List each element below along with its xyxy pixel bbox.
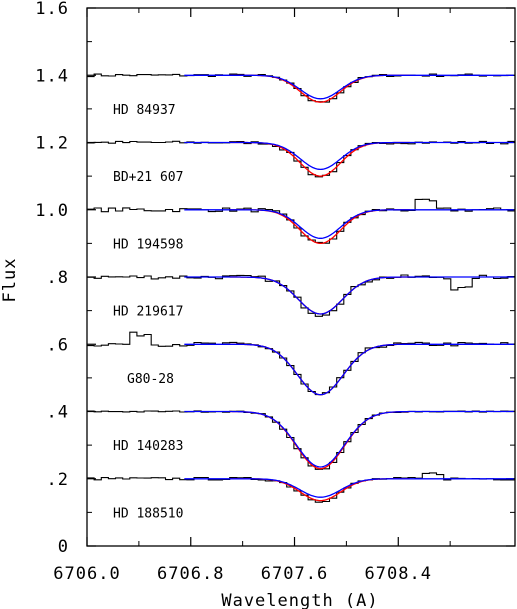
spectra-layer bbox=[87, 73, 515, 503]
fit-red bbox=[229, 141, 410, 177]
x-tick-label: 6708.4 bbox=[365, 564, 432, 584]
observed-spectrum bbox=[87, 198, 515, 244]
fit-blue bbox=[184, 410, 514, 468]
spectrum-hd-140283 bbox=[87, 410, 515, 470]
star-label: HD 140283 bbox=[113, 439, 183, 454]
star-label: HD 84937 bbox=[113, 103, 176, 118]
y-tick-label: 1.0 bbox=[35, 201, 69, 221]
fit-blue bbox=[184, 478, 514, 498]
star-label: BD+21 607 bbox=[113, 170, 183, 185]
fit-red bbox=[229, 276, 410, 315]
y-tick-label: 1.2 bbox=[35, 134, 69, 154]
fit-blue bbox=[184, 141, 514, 171]
spectrum-hd-84937 bbox=[87, 73, 515, 103]
x-tick-label: 6706.8 bbox=[157, 564, 224, 584]
fit-blue bbox=[184, 276, 514, 315]
star-labels: HD 84937 BD+21 607 HD 194598 HD 219617 G80-2… bbox=[113, 103, 183, 522]
x-tick-label: 6706.0 bbox=[53, 564, 120, 584]
fit-blue bbox=[184, 343, 514, 396]
fit-blue bbox=[184, 209, 514, 239]
observed-spectrum bbox=[87, 472, 515, 503]
x-tick-label: 6707.6 bbox=[261, 564, 328, 584]
spectrum-g80-28 bbox=[87, 331, 515, 396]
y-tick-label: .2 bbox=[47, 470, 69, 490]
x-axis-title: Wavelength (A) bbox=[221, 591, 378, 609]
spectrum-hd-188510 bbox=[87, 472, 515, 503]
star-label: HD 219617 bbox=[113, 305, 183, 320]
y-axis-title: Flux bbox=[0, 258, 20, 303]
axes: 0 .2 .4 .6 .8 1.0 1.2 1.4 1.6 6706.0 6706.8 6707.6 6… bbox=[35, 0, 516, 584]
fit-red bbox=[229, 410, 410, 470]
star-label: HD 188510 bbox=[113, 506, 183, 521]
y-tick-label: 1.6 bbox=[35, 0, 69, 19]
star-label: HD 194598 bbox=[113, 237, 183, 252]
y-tick-label: .8 bbox=[47, 268, 69, 288]
observed-spectrum bbox=[87, 73, 515, 103]
y-tick-label: .4 bbox=[47, 403, 69, 423]
spectrum-hd-194598 bbox=[87, 198, 515, 245]
y-tick-label: 0 bbox=[58, 537, 69, 557]
y-tick-label: 1.4 bbox=[35, 66, 69, 86]
star-label: G80-28 bbox=[127, 372, 174, 387]
fit-blue bbox=[184, 74, 514, 100]
spectrum-hd-219617 bbox=[87, 274, 515, 317]
y-tick-label: .6 bbox=[47, 335, 69, 355]
fit-red bbox=[229, 343, 410, 396]
spectrum-bd-21-607 bbox=[87, 140, 515, 178]
